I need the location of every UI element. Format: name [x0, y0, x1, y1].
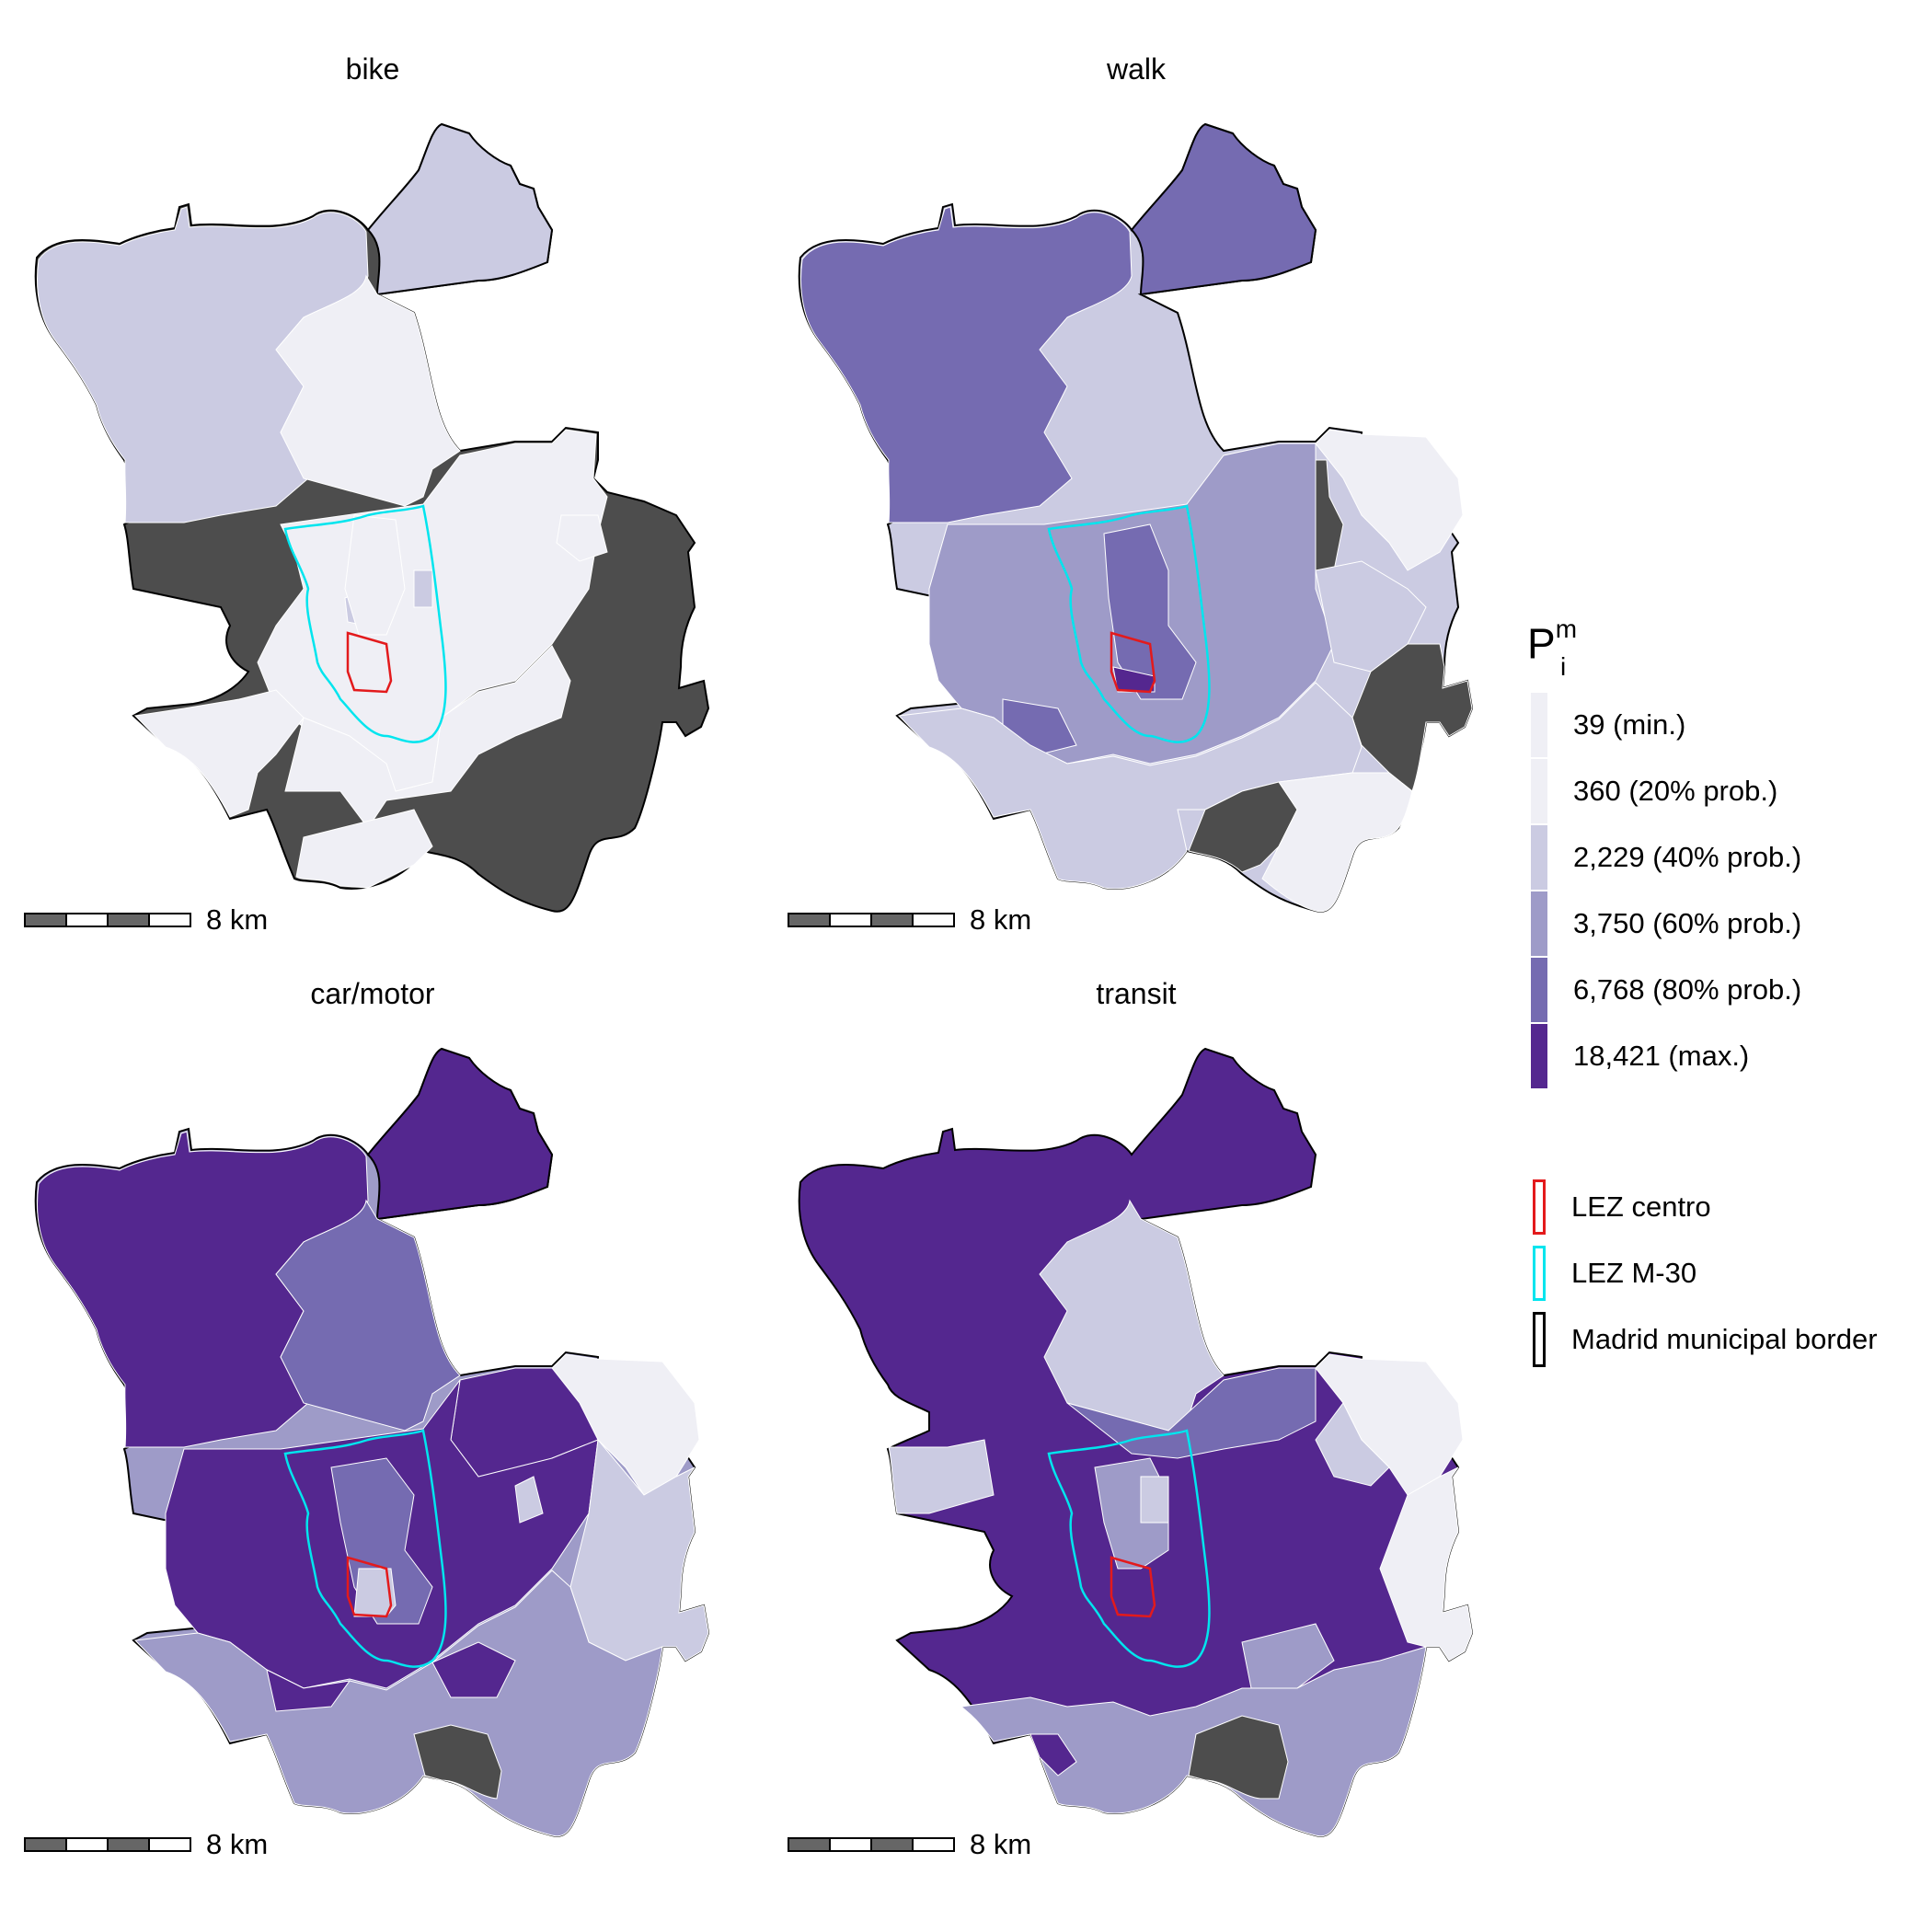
legend-swatch — [1531, 693, 1547, 757]
lez-m30 — [1047, 504, 1211, 743]
legend-boundary-swatch — [1533, 1312, 1546, 1367]
map-panel-walk: walk 8 km — [764, 0, 1527, 934]
region-center-dark2 — [344, 514, 406, 636]
choropleth-map — [798, 122, 1474, 913]
scale-bar-segment — [148, 913, 191, 927]
map-panel-bike: bike 8 km — [0, 0, 764, 934]
region-center-inner — [330, 1457, 433, 1625]
region-north-tail — [1130, 122, 1317, 296]
region-southeast-dark — [413, 1724, 502, 1800]
region-north — [800, 206, 1133, 523]
legend-title-main: P — [1527, 619, 1556, 668]
scale-bar-label: 8 km — [206, 1828, 269, 1860]
legend-title-sub: i — [1560, 651, 1567, 681]
region-south — [960, 1646, 1427, 1837]
scale-bar-segment — [912, 1837, 955, 1852]
scale-bar: 8 km — [788, 1828, 1032, 1860]
map-panel-car-motor: car/motor 8 km — [0, 925, 764, 1858]
choropleth-map — [798, 1047, 1474, 1837]
legend-item: 3,750 (60% prob.) — [1531, 891, 1802, 956]
legend-label: LEZ centro — [1571, 1190, 1711, 1223]
legend-item: 6,768 (80% prob.) — [1531, 958, 1802, 1022]
region-center — [257, 429, 608, 801]
municipal-border-tail — [366, 122, 554, 296]
panel-title: transit — [1096, 977, 1177, 1010]
scale-bar-segment — [24, 1837, 67, 1852]
legend-boundary-swatch — [1533, 1246, 1546, 1301]
region-north-tail — [366, 1047, 554, 1221]
region-north-strip — [275, 274, 461, 507]
legend-item: 360 (20% prob.) — [1531, 759, 1778, 823]
region-south — [133, 1570, 663, 1837]
lez-centro — [1110, 1556, 1156, 1618]
lez-m30 — [283, 1429, 447, 1668]
scale-bar-segment — [788, 1837, 831, 1852]
legend-item: 39 (min.) — [1531, 693, 1686, 757]
lez-m30 — [1047, 1429, 1211, 1668]
map-panel-transit: transit 8 km — [764, 925, 1527, 1858]
panel-title: car/motor — [310, 977, 435, 1010]
legend-label: LEZ M-30 — [1571, 1257, 1697, 1289]
choropleth-map — [34, 122, 710, 913]
panel-title: bike — [345, 52, 400, 86]
scale-bar-segment — [148, 1837, 191, 1852]
region-northeast — [1315, 429, 1464, 571]
legend-swatch — [1531, 1024, 1547, 1088]
legend-boundary-item: LEZ centro — [1531, 1179, 1711, 1235]
scale-bar-segment — [829, 1837, 872, 1852]
legend-title-sup: m — [1555, 615, 1578, 643]
region-east — [1379, 1466, 1473, 1662]
region-east-islands — [556, 514, 608, 562]
region-southeast — [1261, 772, 1413, 913]
legend-label: 2,229 (40% prob.) — [1573, 841, 1802, 873]
legend-boundary-item: Madrid municipal border — [1531, 1312, 1878, 1367]
region-south-deep — [1029, 1733, 1077, 1777]
region-southwest — [133, 689, 305, 818]
legend-title: Pmi — [1527, 607, 1577, 687]
region-east-mid — [1315, 1402, 1390, 1487]
scale-bar-segment — [65, 1837, 109, 1852]
choropleth-map — [34, 1047, 710, 1837]
region-north-strip — [275, 1199, 461, 1432]
scale-bar-segment — [912, 913, 955, 927]
scale-bar: 8 km — [788, 903, 1032, 936]
legend-swatch — [1531, 891, 1547, 956]
region-east — [1315, 560, 1427, 673]
legend-boundary-swatch — [1533, 1179, 1546, 1235]
region-north-strip — [1039, 1199, 1225, 1432]
legend-item: 18,421 (max.) — [1531, 1024, 1750, 1088]
region-southeast-dark — [1188, 1715, 1289, 1800]
legend-swatch — [1531, 825, 1547, 890]
lez-centro — [346, 631, 393, 694]
scale-bar: 8 km — [24, 1828, 269, 1860]
scale-bar: 8 km — [24, 903, 269, 936]
legend-label: 3,750 (60% prob.) — [1573, 907, 1802, 939]
legend-boundary-item: LEZ M-30 — [1531, 1246, 1696, 1301]
legend-swatch — [1531, 759, 1547, 823]
region-south — [897, 682, 1363, 890]
panel-title: walk — [1106, 52, 1166, 86]
scale-bar-label: 8 km — [206, 903, 269, 936]
region-south-bottom — [295, 809, 433, 889]
region-north-mid — [1066, 1367, 1317, 1459]
scale-bar-segment — [107, 1837, 150, 1852]
legend-swatch — [1531, 958, 1547, 1022]
scale-bar-label: 8 km — [970, 1828, 1032, 1860]
legend-label: 18,421 (max.) — [1573, 1040, 1750, 1072]
region-center-light — [1140, 1476, 1169, 1524]
region-south-mid — [284, 645, 571, 829]
region-northwest-light — [888, 1439, 995, 1514]
legend-label: 6,768 (80% prob.) — [1573, 973, 1802, 1006]
lez-centro — [1110, 631, 1156, 694]
lez-m30 — [283, 504, 447, 743]
lez-centro — [346, 1556, 393, 1618]
legend-label: 360 (20% prob.) — [1573, 775, 1778, 807]
scale-bar-segment — [870, 1837, 914, 1852]
region-south-deep — [266, 1641, 516, 1712]
legend-item: 2,229 (40% prob.) — [1531, 825, 1802, 890]
legend-label: 39 (min.) — [1573, 708, 1686, 741]
legend-label: Madrid municipal border — [1571, 1323, 1878, 1355]
scale-bar-label: 8 km — [970, 903, 1032, 936]
